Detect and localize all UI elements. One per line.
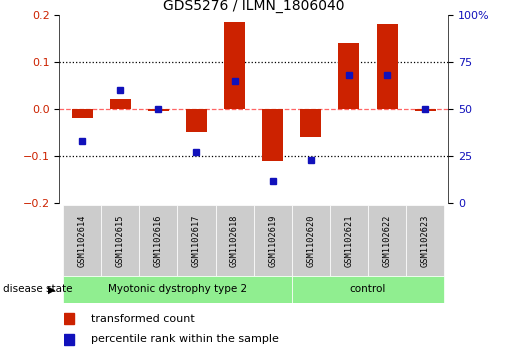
Bar [139, 205, 177, 276]
Bar [177, 205, 215, 276]
Bar [262, 109, 283, 161]
Bar [215, 205, 253, 276]
Bar [64, 313, 74, 325]
Bar [292, 205, 330, 276]
Text: control: control [350, 285, 386, 294]
Bar [330, 205, 368, 276]
Bar [64, 334, 74, 345]
Bar [368, 205, 406, 276]
Bar [101, 205, 139, 276]
Bar [110, 98, 131, 109]
Text: GSM1102621: GSM1102621 [345, 214, 353, 267]
Text: GSM1102618: GSM1102618 [230, 214, 239, 267]
Text: GSM1102620: GSM1102620 [306, 214, 315, 267]
Text: GSM1102622: GSM1102622 [383, 214, 391, 267]
Bar [338, 43, 359, 109]
Bar [63, 276, 292, 303]
Text: ▶: ▶ [48, 285, 56, 294]
Text: transformed count: transformed count [91, 314, 195, 323]
Bar [300, 109, 321, 137]
Bar [63, 205, 101, 276]
Text: GSM1102619: GSM1102619 [268, 214, 277, 267]
Bar [224, 22, 245, 109]
Text: percentile rank within the sample: percentile rank within the sample [91, 334, 279, 344]
Bar [292, 276, 444, 303]
Text: GSM1102623: GSM1102623 [421, 214, 430, 267]
Bar [406, 205, 444, 276]
Text: GSM1102617: GSM1102617 [192, 214, 201, 267]
Text: Myotonic dystrophy type 2: Myotonic dystrophy type 2 [108, 285, 247, 294]
Text: GSM1102614: GSM1102614 [78, 214, 87, 267]
Text: GSM1102615: GSM1102615 [116, 214, 125, 267]
Text: GSM1102616: GSM1102616 [154, 214, 163, 267]
Bar [148, 109, 169, 111]
Title: GDS5276 / ILMN_1806040: GDS5276 / ILMN_1806040 [163, 0, 345, 13]
Bar [72, 109, 93, 118]
Bar [415, 109, 436, 111]
Bar [376, 24, 398, 109]
Bar [186, 109, 207, 132]
Text: disease state: disease state [3, 285, 72, 294]
Bar [253, 205, 292, 276]
